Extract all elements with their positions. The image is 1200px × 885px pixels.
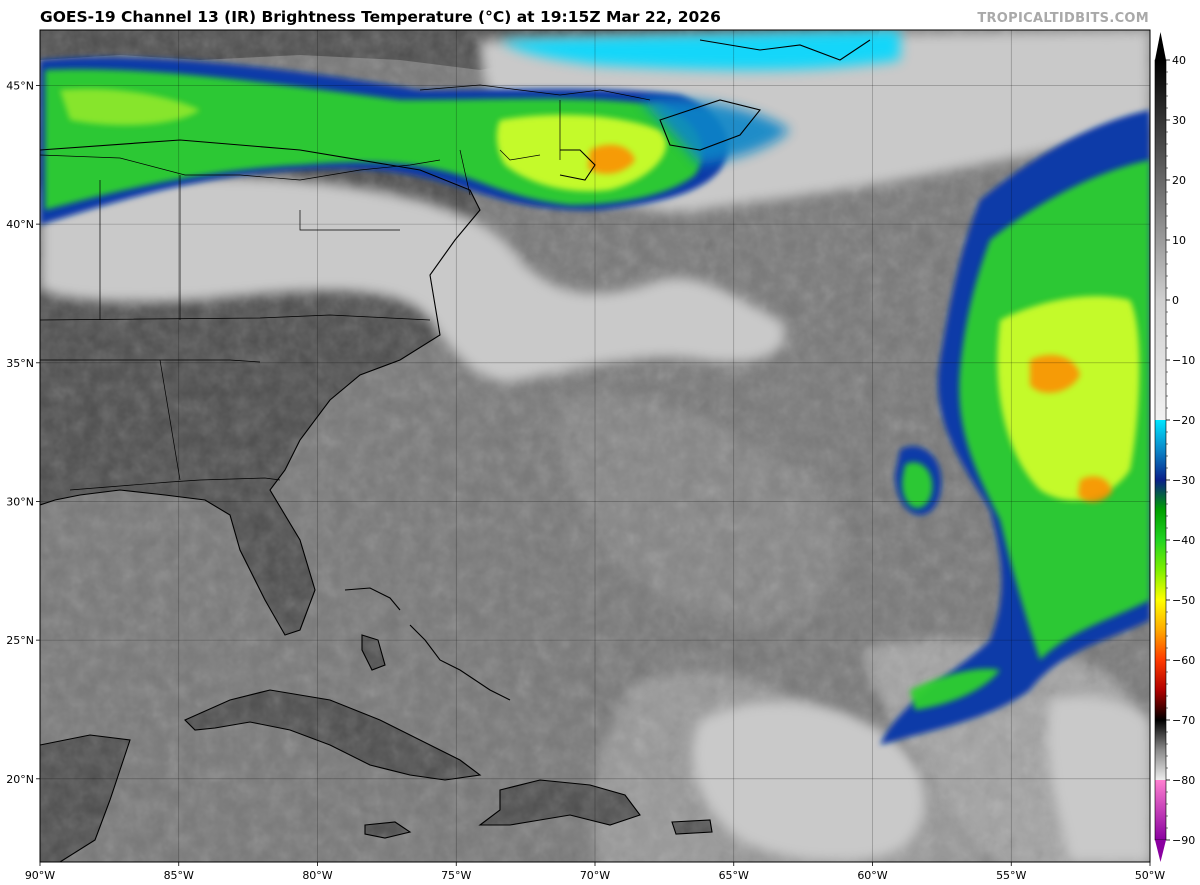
lat-tick-label: 25°N [6, 634, 34, 647]
lon-tick-label: 75°W [441, 869, 471, 882]
map-image-layer [40, 30, 1150, 862]
coastlines [40, 39, 871, 862]
lon-tick-label: 70°W [580, 869, 610, 882]
brand-watermark: TROPICALTIDBITS.COM [977, 11, 1149, 26]
chart-title: GOES-19 Channel 13 (IR) Brightness Tempe… [40, 8, 721, 26]
colorbar-tick-label: −10 [1172, 354, 1195, 367]
lat-tick-label: 35°N [6, 357, 34, 370]
lon-tick-label: 60°W [857, 869, 887, 882]
lon-tick-label: 55°W [996, 869, 1026, 882]
longitude-axis: 90°W 85°W 80°W 75°W 70°W 65°W 60°W 55°W 50°W [25, 862, 1165, 882]
colorbar-tick-label: −20 [1172, 414, 1195, 427]
lat-tick-label: 45°N [6, 79, 34, 92]
colorbar-top-arrow [1155, 32, 1166, 60]
political-borders [40, 84, 651, 491]
colorbar-tick-label: 20 [1172, 174, 1186, 187]
colorbar-tick-label: −80 [1172, 774, 1195, 787]
cold-cloud-tops [40, 30, 1150, 745]
lon-tick-label: 65°W [719, 869, 749, 882]
lon-tick-label: 80°W [302, 869, 332, 882]
colorbar-tick-label: 30 [1172, 114, 1186, 127]
lat-tick-label: 20°N [6, 773, 34, 786]
latitude-axis: 45°N 40°N 35°N 30°N 25°N 20°N [6, 79, 40, 786]
colorbar-ticks: 40 30 20 10 0 −10 −20 −30 −40 −50 −60 −70 −80 −90 [1166, 54, 1195, 847]
colorbar-tick-label: −30 [1172, 474, 1195, 487]
colorbar-tick-label: 40 [1172, 54, 1186, 67]
colorbar-bottom-arrow [1155, 840, 1166, 862]
lon-tick-label: 50°W [1135, 869, 1165, 882]
colorbar-tick-label: −70 [1172, 714, 1195, 727]
lat-tick-label: 30°N [6, 495, 34, 508]
colorbar-tick-label: −50 [1172, 594, 1195, 607]
graticule [40, 30, 1150, 862]
lat-tick-label: 40°N [6, 218, 34, 231]
colorbar-gradient [1154, 59, 1167, 841]
colorbar-tick-label: 10 [1172, 234, 1186, 247]
colorbar-tick-label: −40 [1172, 534, 1195, 547]
colorbar: 40 30 20 10 0 −10 −20 −30 −40 −50 −60 −70 −80 −90 [1154, 32, 1195, 862]
lon-tick-label: 85°W [164, 869, 194, 882]
colorbar-tick-label: 0 [1172, 294, 1179, 307]
colorbar-tick-label: −90 [1172, 834, 1195, 847]
colorbar-tick-label: −60 [1172, 654, 1195, 667]
lon-tick-label: 90°W [25, 869, 55, 882]
